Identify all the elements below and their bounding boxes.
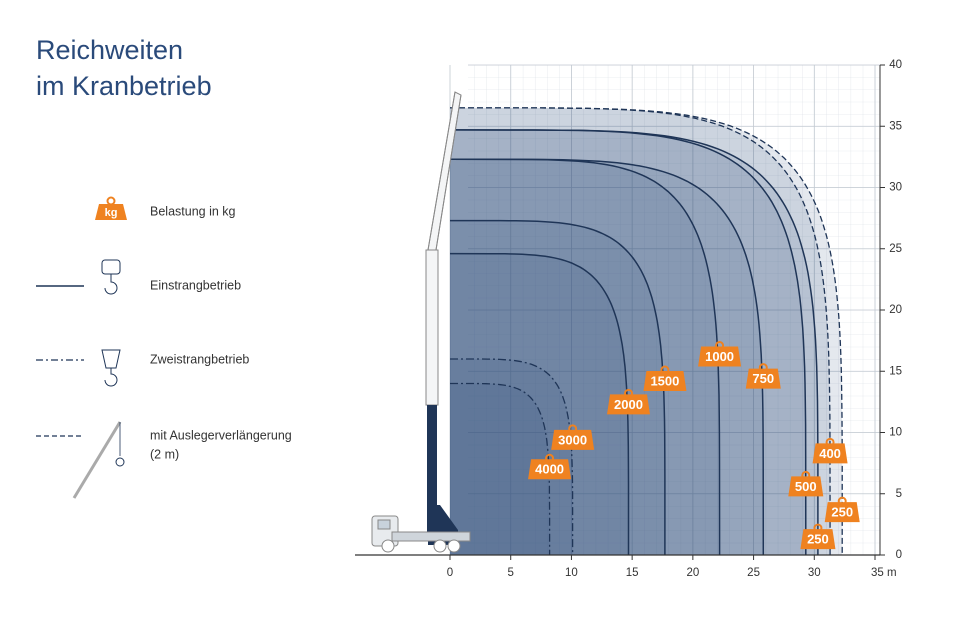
legend-label: mit Auslegerverlängerung xyxy=(150,428,292,442)
legend-label: (2 m) xyxy=(150,447,179,461)
x-tick-label: 15 xyxy=(626,567,639,579)
reach-curve xyxy=(449,252,630,555)
tag-label: 500 xyxy=(795,479,817,494)
reach-area xyxy=(450,129,818,555)
legend-label: Einstrangbetrieb xyxy=(150,278,241,292)
legend: kg Belastung in kg Einstrangbetrieb Zweistr… xyxy=(36,196,292,499)
reach-curve xyxy=(449,158,721,556)
tag-body xyxy=(788,476,824,497)
load-tag: 3000 xyxy=(551,424,595,450)
tag-label: 1000 xyxy=(705,349,734,364)
x-tick-label: 5 xyxy=(508,567,514,579)
x-tick-label: 25 xyxy=(747,567,760,579)
tag-body xyxy=(95,204,127,220)
y-tick-label: 15 xyxy=(889,365,902,377)
tag-label: 4000 xyxy=(535,462,564,477)
tag-label: 400 xyxy=(819,446,841,461)
load-tag: 4000 xyxy=(528,453,572,480)
tag-body xyxy=(698,346,742,367)
tag-body xyxy=(643,371,687,392)
y-tick-label: 40 xyxy=(889,59,902,71)
load-tag: 250 xyxy=(800,523,836,550)
tag-label: 250 xyxy=(831,505,853,520)
tag-body xyxy=(824,502,860,523)
tag-handle xyxy=(106,196,116,206)
y-tick-label: 25 xyxy=(889,243,902,255)
reach-area xyxy=(450,253,629,555)
load-tag: 250 xyxy=(824,496,860,523)
title-line: Reichweiten xyxy=(36,35,183,65)
x-tick-label: 0 xyxy=(447,567,453,579)
x-tick-label: 20 xyxy=(686,567,699,579)
load-tag: 1500 xyxy=(643,365,687,392)
reach-curve xyxy=(449,129,819,555)
x-tick-label: 30 xyxy=(808,567,821,579)
x-tick-label: 35 m xyxy=(871,567,897,579)
y-tick-label: 35 xyxy=(889,120,902,132)
y-tick-label: 20 xyxy=(889,304,902,316)
tag-label: 3000 xyxy=(558,432,587,447)
y-tick-label: 0 xyxy=(896,549,902,561)
reach-area xyxy=(450,107,831,556)
reach-area xyxy=(450,107,843,556)
reach-curve xyxy=(449,129,807,556)
load-tag: 1000 xyxy=(698,341,742,367)
title: Reichweiten im Kranbetrieb xyxy=(36,35,212,101)
tag-body xyxy=(800,529,836,550)
grid xyxy=(449,64,880,556)
title-line: im Kranbetrieb xyxy=(36,71,212,101)
load-tag: 750 xyxy=(745,363,781,389)
tag-body xyxy=(607,394,650,415)
y-tick-label: 30 xyxy=(889,182,902,194)
x-tick-label: 10 xyxy=(565,567,578,579)
reach-curve xyxy=(449,158,765,556)
legend-label: Zweistrangbetrieb xyxy=(150,352,249,366)
load-tag: 400 xyxy=(812,437,848,464)
tag-body xyxy=(745,368,781,389)
load-tag: 500 xyxy=(788,470,824,497)
crane xyxy=(371,91,471,553)
tag-body xyxy=(812,443,848,464)
reach-area xyxy=(450,129,806,555)
load-tags: 250 400 250 500 750 1000 1500 2000 3000 4000 xyxy=(528,341,860,550)
reach-curve xyxy=(450,219,666,555)
reach-curve xyxy=(450,358,574,555)
reach-curve xyxy=(450,107,843,555)
tag-label: 250 xyxy=(807,532,829,547)
reach-area xyxy=(450,159,764,556)
load-tag: 2000 xyxy=(607,388,650,415)
reach-area xyxy=(450,159,720,556)
legend-icons xyxy=(36,259,125,499)
legend-tag: kg xyxy=(105,207,118,219)
reach-area xyxy=(450,383,550,555)
y-tick-label: 10 xyxy=(889,427,902,439)
areas xyxy=(450,107,843,556)
reach-area xyxy=(450,359,573,555)
tag-body xyxy=(551,429,595,450)
tag-body xyxy=(528,459,572,480)
tag-label: 1500 xyxy=(650,373,679,388)
tag-label: 750 xyxy=(752,371,774,386)
legend-label: Belastung in kg xyxy=(150,204,236,218)
tag-label: 2000 xyxy=(614,397,643,412)
reach-curve xyxy=(450,107,831,556)
y-tick-label: 5 xyxy=(896,488,902,500)
